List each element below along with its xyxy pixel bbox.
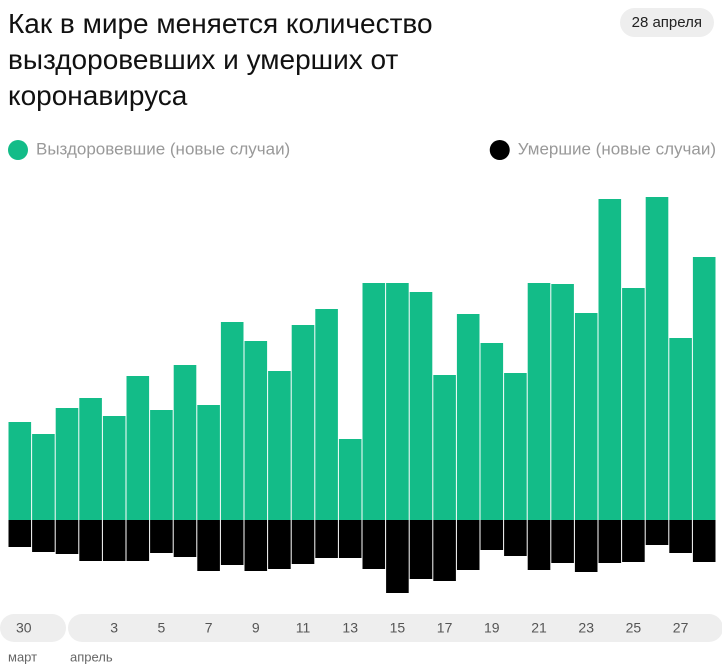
bar [79,398,102,520]
bar [220,322,244,520]
legend-label: Выздоровевшие (новые случаи) [36,139,290,158]
bar [55,408,79,520]
bar [622,288,645,520]
bar [504,373,527,520]
bar [645,520,669,545]
bar [338,439,362,520]
axis-strip [68,614,722,642]
bar [8,520,32,547]
bar [692,520,716,562]
bar [669,520,692,553]
legend-swatch [8,140,28,160]
x-tick-label: 30 [16,620,32,636]
bar [173,520,197,557]
bar [527,520,551,570]
bar [102,416,126,520]
bar [32,434,55,520]
bar [362,283,386,520]
bar [126,520,150,561]
bar [480,520,504,550]
bar [574,313,598,520]
bar [456,314,480,520]
bar [362,520,386,569]
bar [622,520,645,562]
bar [126,376,150,520]
bar [315,309,338,520]
bar [8,422,32,520]
bar [338,520,362,558]
legend-swatch [489,140,510,160]
bar [197,405,220,520]
bar [173,365,197,520]
bar [315,520,338,558]
date-badge: 28 апреля [619,8,714,37]
month-label: март [8,649,37,664]
bar [669,338,692,520]
month-label: апрель [70,649,113,664]
bar [150,520,173,553]
bar [150,410,173,520]
bar [409,292,433,520]
x-tick-label: 9 [252,620,260,636]
x-tick-label: 21 [531,620,547,636]
legend-label: Умершие (новые случаи) [518,139,716,158]
axis-strip [0,614,66,642]
bar [551,284,574,520]
bar [197,520,220,571]
bar [480,343,504,520]
x-tick-label: 11 [296,620,311,636]
bar [55,520,79,554]
bar [291,520,315,564]
bar [409,520,433,579]
bar [692,257,716,520]
bar [645,197,669,520]
x-tick-label: 3 [110,620,118,636]
x-tick-label: 13 [342,620,358,636]
bar [291,325,315,520]
bar [598,199,622,520]
bar [598,520,622,563]
bar [456,520,480,570]
bar [102,520,126,561]
x-tick-label: 7 [205,620,213,636]
bar [32,520,55,552]
bar [268,520,291,569]
bar [244,341,268,520]
x-tick-label: 23 [578,620,594,636]
x-tick-label: 5 [158,620,166,636]
x-tick-label: 17 [437,620,453,636]
x-tick-label: 19 [484,620,500,636]
bar [504,520,527,556]
bar [433,520,456,581]
x-tick-label: 27 [673,620,689,636]
bar [551,520,574,563]
bar [574,520,598,572]
chart-title: Как в мире меняется количество выздорове… [8,8,433,111]
bar [386,520,409,593]
bar [433,375,456,520]
bar [386,283,409,520]
x-tick-label: 15 [390,620,406,636]
bar [268,371,291,520]
bar [244,520,268,571]
bar [527,283,551,520]
x-tick-label: 25 [626,620,642,636]
bar [220,520,244,565]
bar [79,520,102,561]
